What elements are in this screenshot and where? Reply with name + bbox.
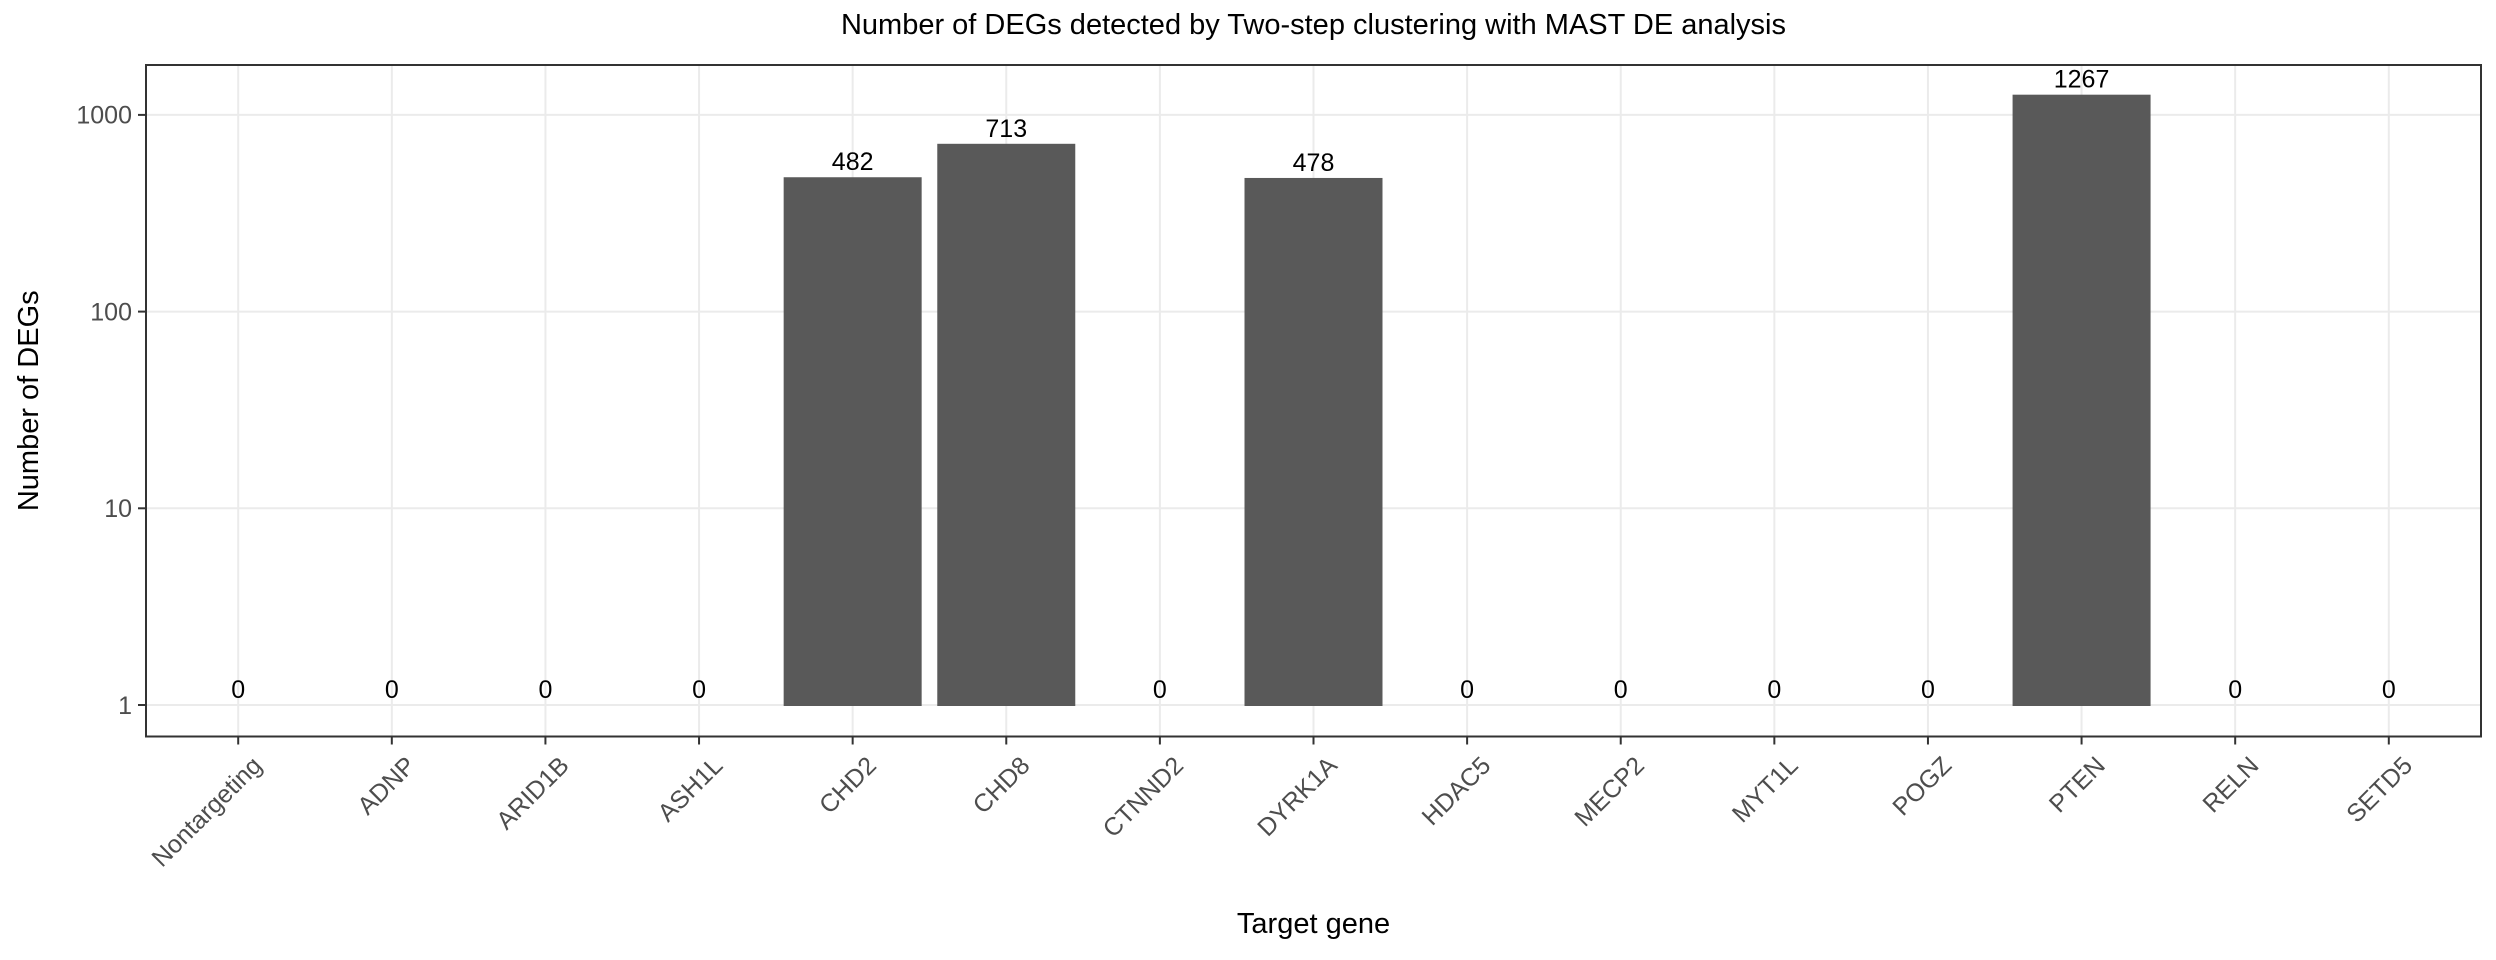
bar-value-label: 0 (1921, 676, 1935, 704)
bar-value-label: 0 (538, 676, 552, 704)
y-tick-label: 100 (90, 298, 132, 326)
bar-value-label: 0 (385, 676, 399, 704)
bar-value-label: 0 (2382, 676, 2396, 704)
bar-pten (2012, 94, 2151, 706)
bar-value-label: 0 (1767, 676, 1781, 704)
y-tick-label: 1 (118, 692, 132, 720)
bar-value-label: 0 (2228, 676, 2242, 704)
bar-value-label: 0 (1460, 676, 1474, 704)
y-axis-title: Number of DEGs (13, 290, 45, 511)
bar-value-label: 0 (231, 676, 245, 704)
bar-value-label: 1267 (2054, 66, 2110, 94)
bar-value-label: 0 (1153, 676, 1167, 704)
bar-chd2 (783, 177, 922, 707)
x-axis-title: Target gene (1237, 908, 1390, 940)
bar-value-label: 0 (692, 676, 706, 704)
bar-value-label: 0 (1614, 676, 1628, 704)
bar-value-label: 482 (832, 148, 874, 176)
bar-value-label: 478 (1293, 149, 1335, 177)
y-tick-label: 1000 (76, 102, 132, 130)
bar-dyrk1a (1244, 177, 1383, 706)
chart-title: Number of DEGs detected by Two-step clus… (841, 9, 1786, 41)
bar-chd8 (937, 143, 1076, 706)
y-tick-label: 10 (104, 495, 132, 523)
bar-value-label: 713 (985, 115, 1027, 143)
